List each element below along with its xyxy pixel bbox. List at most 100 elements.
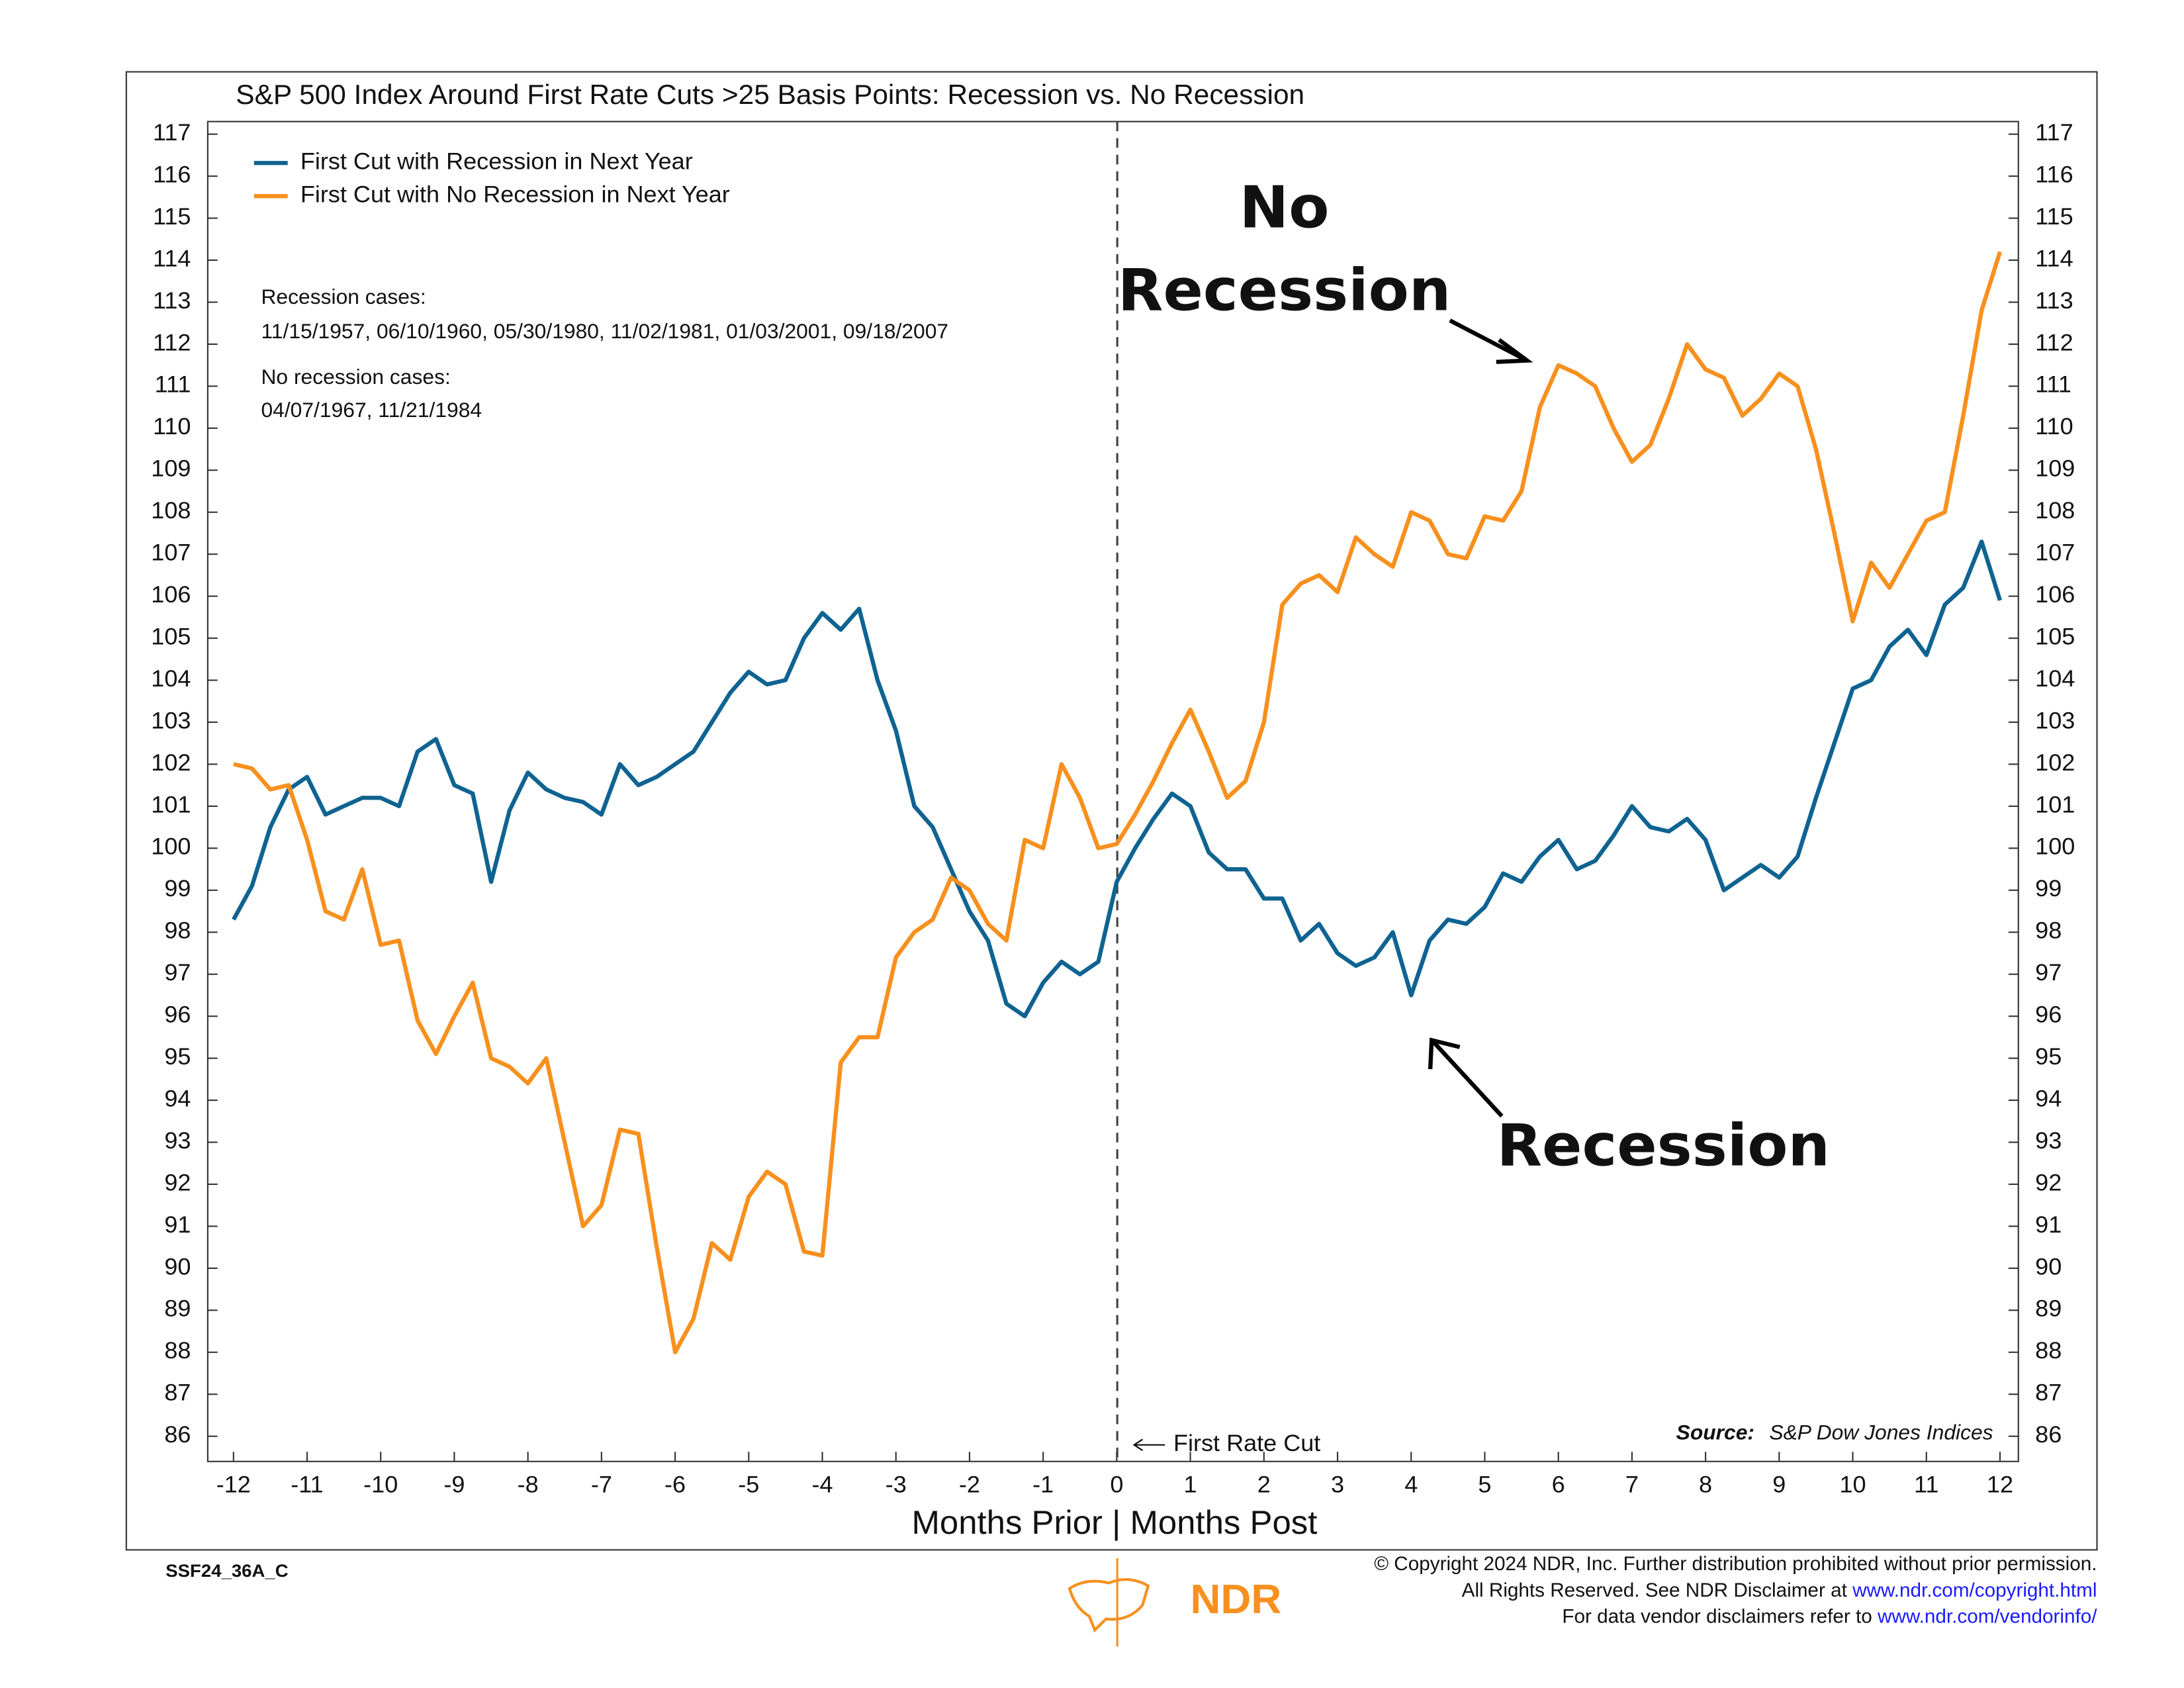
x-tick-label: -4: [811, 1472, 833, 1498]
link[interactable]: www.ndr.com/vendorinfo/: [1877, 1606, 2097, 1628]
y-tick-label: 92: [164, 1170, 191, 1196]
series-line: [232, 539, 2003, 1019]
annotation: No: [1240, 173, 1330, 241]
y-tick-label: 93: [164, 1127, 191, 1154]
y-tick-label: 111: [155, 371, 191, 398]
y2-tick-label: 97: [2035, 959, 2062, 986]
y2-tick-label: 93: [2035, 1127, 2062, 1154]
y-tick-label: 87: [164, 1380, 191, 1406]
y2-tick-label: 113: [2035, 287, 2073, 314]
logo-text: NDR: [1190, 1577, 1281, 1622]
x-tick-label: -8: [518, 1472, 539, 1498]
y2-tick-label: 111: [2035, 371, 2071, 398]
y2-tick-label: 91: [2035, 1211, 2062, 1238]
annotation: Recession: [1496, 1111, 1829, 1179]
y2-tick-label: 112: [2035, 330, 2073, 356]
y-tick-label: 104: [151, 665, 191, 692]
y-tick-label: 101: [151, 792, 191, 818]
code: SSF24_36A_C: [165, 1560, 288, 1581]
y2-tick-label: 106: [2035, 581, 2075, 608]
x-tick-label: -11: [291, 1472, 323, 1498]
y2-tick-label: 115: [2035, 203, 2073, 230]
y2-tick-label: 103: [2035, 708, 2075, 734]
x-axis-label: Months Prior | Months Post: [912, 1503, 1318, 1541]
annotation: Recession: [1118, 256, 1451, 324]
x-tick-label: -2: [959, 1472, 980, 1498]
series-line: [233, 251, 2003, 1354]
y-tick-label: 97: [164, 959, 191, 986]
y2-tick-label: 88: [2035, 1337, 2062, 1364]
x-tick-label: -10: [363, 1472, 398, 1498]
y2-tick-label: 95: [2035, 1043, 2062, 1070]
y2-tick-label: 114: [2035, 246, 2073, 272]
y-tick-label: 110: [153, 413, 191, 440]
y2-tick-label: 107: [2035, 539, 2075, 566]
copyright-text: For data vendor disclaimers refer to: [1562, 1606, 1878, 1628]
arrow: [1432, 1040, 1504, 1118]
cut-arrowhead: [1132, 1438, 1143, 1451]
x-tick-label: 7: [1625, 1472, 1639, 1498]
arrow: [1449, 318, 1525, 361]
note: 04/07/1967, 11/21/1984: [261, 398, 482, 422]
y-tick-label: 100: [151, 833, 191, 860]
legend-label: First Cut with No Recession in Next Year: [300, 181, 730, 208]
logo-bull: [1068, 1578, 1150, 1633]
source: S&P Dow Jones Indices: [1769, 1421, 1993, 1444]
y-tick-label: 109: [151, 455, 191, 482]
y2-tick-label: 92: [2035, 1170, 2062, 1196]
y2-tick-label: 89: [2035, 1295, 2062, 1322]
y2-tick-label: 90: [2035, 1254, 2062, 1280]
y-tick-label: 108: [151, 497, 191, 524]
x-tick-label: 6: [1552, 1472, 1565, 1498]
x-tick-label: -9: [443, 1472, 465, 1498]
y-tick-label: 106: [151, 581, 191, 608]
y2-tick-label: 105: [2035, 624, 2075, 650]
frame: [125, 71, 2098, 1551]
y-tick-label: 105: [151, 624, 191, 650]
y2-tick-label: 87: [2035, 1380, 2062, 1406]
x-tick-label: 3: [1331, 1472, 1344, 1498]
y-tick-label: 88: [164, 1337, 191, 1364]
arrowhead: [1428, 1037, 1461, 1070]
y-tick-label: 114: [153, 246, 191, 272]
copyright-text: All Rights Reserved. See NDR Disclaimer …: [1462, 1579, 1852, 1601]
x-tick-label: 11: [1914, 1472, 1938, 1498]
y2-tick-label: 98: [2035, 917, 2062, 944]
annotation: First Rate Cut: [1173, 1430, 1320, 1456]
chart-title: S&P 500 Index Around First Rate Cuts >25…: [236, 79, 1304, 110]
y-tick-label: 115: [153, 203, 191, 230]
link[interactable]: www.ndr.com/copyright.html: [1852, 1579, 2097, 1601]
x-tick-label: -12: [216, 1472, 251, 1498]
y-tick-label: 99: [164, 875, 191, 902]
x-tick-label: 12: [1987, 1472, 2013, 1498]
y2-tick-label: 96: [2035, 1002, 2062, 1028]
y-tick-label: 96: [164, 1002, 191, 1028]
y-tick-label: 98: [164, 917, 191, 944]
x-tick-label: 4: [1404, 1472, 1418, 1498]
y-tick-label: 116: [153, 162, 191, 188]
x-tick-label: -6: [664, 1472, 686, 1498]
copyright: © Copyright 2024 NDR, Inc. Further distr…: [1374, 1553, 2097, 1575]
x-tick-label: 0: [1110, 1472, 1123, 1498]
y-tick-label: 103: [151, 708, 191, 734]
x-tick-label: -7: [591, 1472, 612, 1498]
y2-tick-label: 117: [2035, 119, 2073, 146]
y-tick-label: 113: [153, 287, 191, 314]
y2-tick-label: 99: [2035, 875, 2062, 902]
y-tick-label: 107: [151, 539, 191, 566]
copyright: For data vendor disclaimers refer to www…: [1562, 1606, 2097, 1628]
y2-tick-label: 110: [2035, 413, 2073, 440]
arrows: [1428, 318, 1533, 1118]
copyright: All Rights Reserved. See NDR Disclaimer …: [1462, 1579, 2097, 1601]
x-tick-label: 9: [1772, 1472, 1786, 1498]
y2-tick-label: 116: [2035, 162, 2073, 188]
y-tick-label: 89: [164, 1295, 191, 1322]
y2-tick-label: 94: [2035, 1086, 2062, 1112]
logo: NDR: [1068, 1558, 1281, 1647]
y-tick-label: 86: [164, 1421, 191, 1448]
y2-tick-label: 109: [2035, 455, 2075, 482]
y2-tick-label: 108: [2035, 497, 2075, 524]
x-tick-label: -1: [1032, 1472, 1054, 1498]
note: 11/15/1957, 06/10/1960, 05/30/1980, 11/0…: [261, 319, 948, 343]
